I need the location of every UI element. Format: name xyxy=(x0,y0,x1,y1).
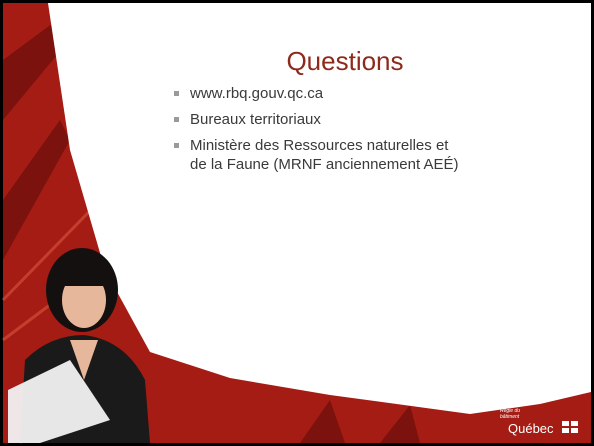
slide-title: Questions xyxy=(180,46,510,77)
logo-org: Régie du bâtiment xyxy=(500,408,540,420)
bullet: Ministère des Ressources naturelles et d… xyxy=(172,136,462,174)
bullet: Bureaux territoriaux xyxy=(172,110,462,129)
slide: Questions www.rbq.gouv.qc.ca Bureaux ter… xyxy=(0,0,594,446)
logo-name: Québec xyxy=(508,421,554,436)
bullet-list: www.rbq.gouv.qc.ca Bureaux territoriaux … xyxy=(172,84,462,181)
bullet: www.rbq.gouv.qc.ca xyxy=(172,84,462,103)
